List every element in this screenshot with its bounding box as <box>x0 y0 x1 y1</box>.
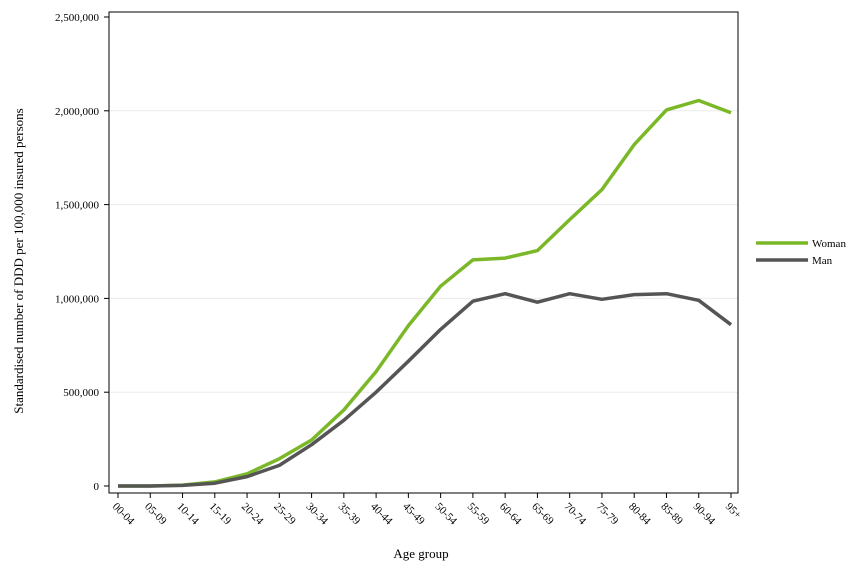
x-tick-label: 45-49 <box>400 501 427 528</box>
x-tick-label: 35-39 <box>336 501 363 528</box>
x-tick-label: 50-54 <box>433 501 460 528</box>
legend: Woman Man <box>756 238 846 267</box>
x-tick-label: 55-59 <box>465 501 492 528</box>
x-axis: 00-04 05-09 10-14 15-19 20-24 25-29 30-34 35-39… <box>110 493 744 528</box>
y-axis: 0 500,000 1,000,000 1,500,000 2,000,000 2,500… <box>55 12 109 493</box>
x-tick-label: 05-09 <box>142 501 169 528</box>
x-tick-label: 80-84 <box>626 501 653 528</box>
x-tick-label: 90-94 <box>691 501 718 528</box>
gridlines <box>109 110 738 393</box>
series-line-man <box>118 291 733 488</box>
plot-area-frame <box>108 11 739 494</box>
y-tick-label: 2,500,000 <box>55 12 100 24</box>
legend-label: Woman <box>812 238 846 250</box>
y-tick-label: 2,000,000 <box>55 106 100 118</box>
y-tick-label: 1,500,000 <box>55 200 100 212</box>
x-tick-label: 10-14 <box>174 501 201 528</box>
x-tick-label: 20-24 <box>239 501 266 528</box>
y-axis-label: Standardised number of DDD per 100,000 i… <box>11 108 26 413</box>
x-tick-label: 75-79 <box>594 501 621 528</box>
y-tick-label: 1,000,000 <box>55 293 100 305</box>
x-tick-label: 00-04 <box>110 501 137 528</box>
series-lines <box>118 98 733 488</box>
x-tick-label: 60-64 <box>497 501 524 528</box>
x-tick-label: 30-34 <box>303 501 330 528</box>
x-tick-label: 25-29 <box>271 501 298 528</box>
x-tick-label: 70-74 <box>562 501 589 528</box>
x-tick-label: 15-19 <box>207 501 234 528</box>
x-tick-label: 40-44 <box>368 501 395 528</box>
y-tick-label: 500,000 <box>63 387 99 399</box>
legend-label: Man <box>812 255 833 267</box>
y-tick-label: 0 <box>94 481 100 493</box>
x-axis-label: Age group <box>393 546 448 561</box>
x-tick-label: 85-89 <box>658 501 685 528</box>
x-tick-label: 95+ <box>723 501 744 522</box>
x-tick-label: 65-69 <box>529 501 556 528</box>
